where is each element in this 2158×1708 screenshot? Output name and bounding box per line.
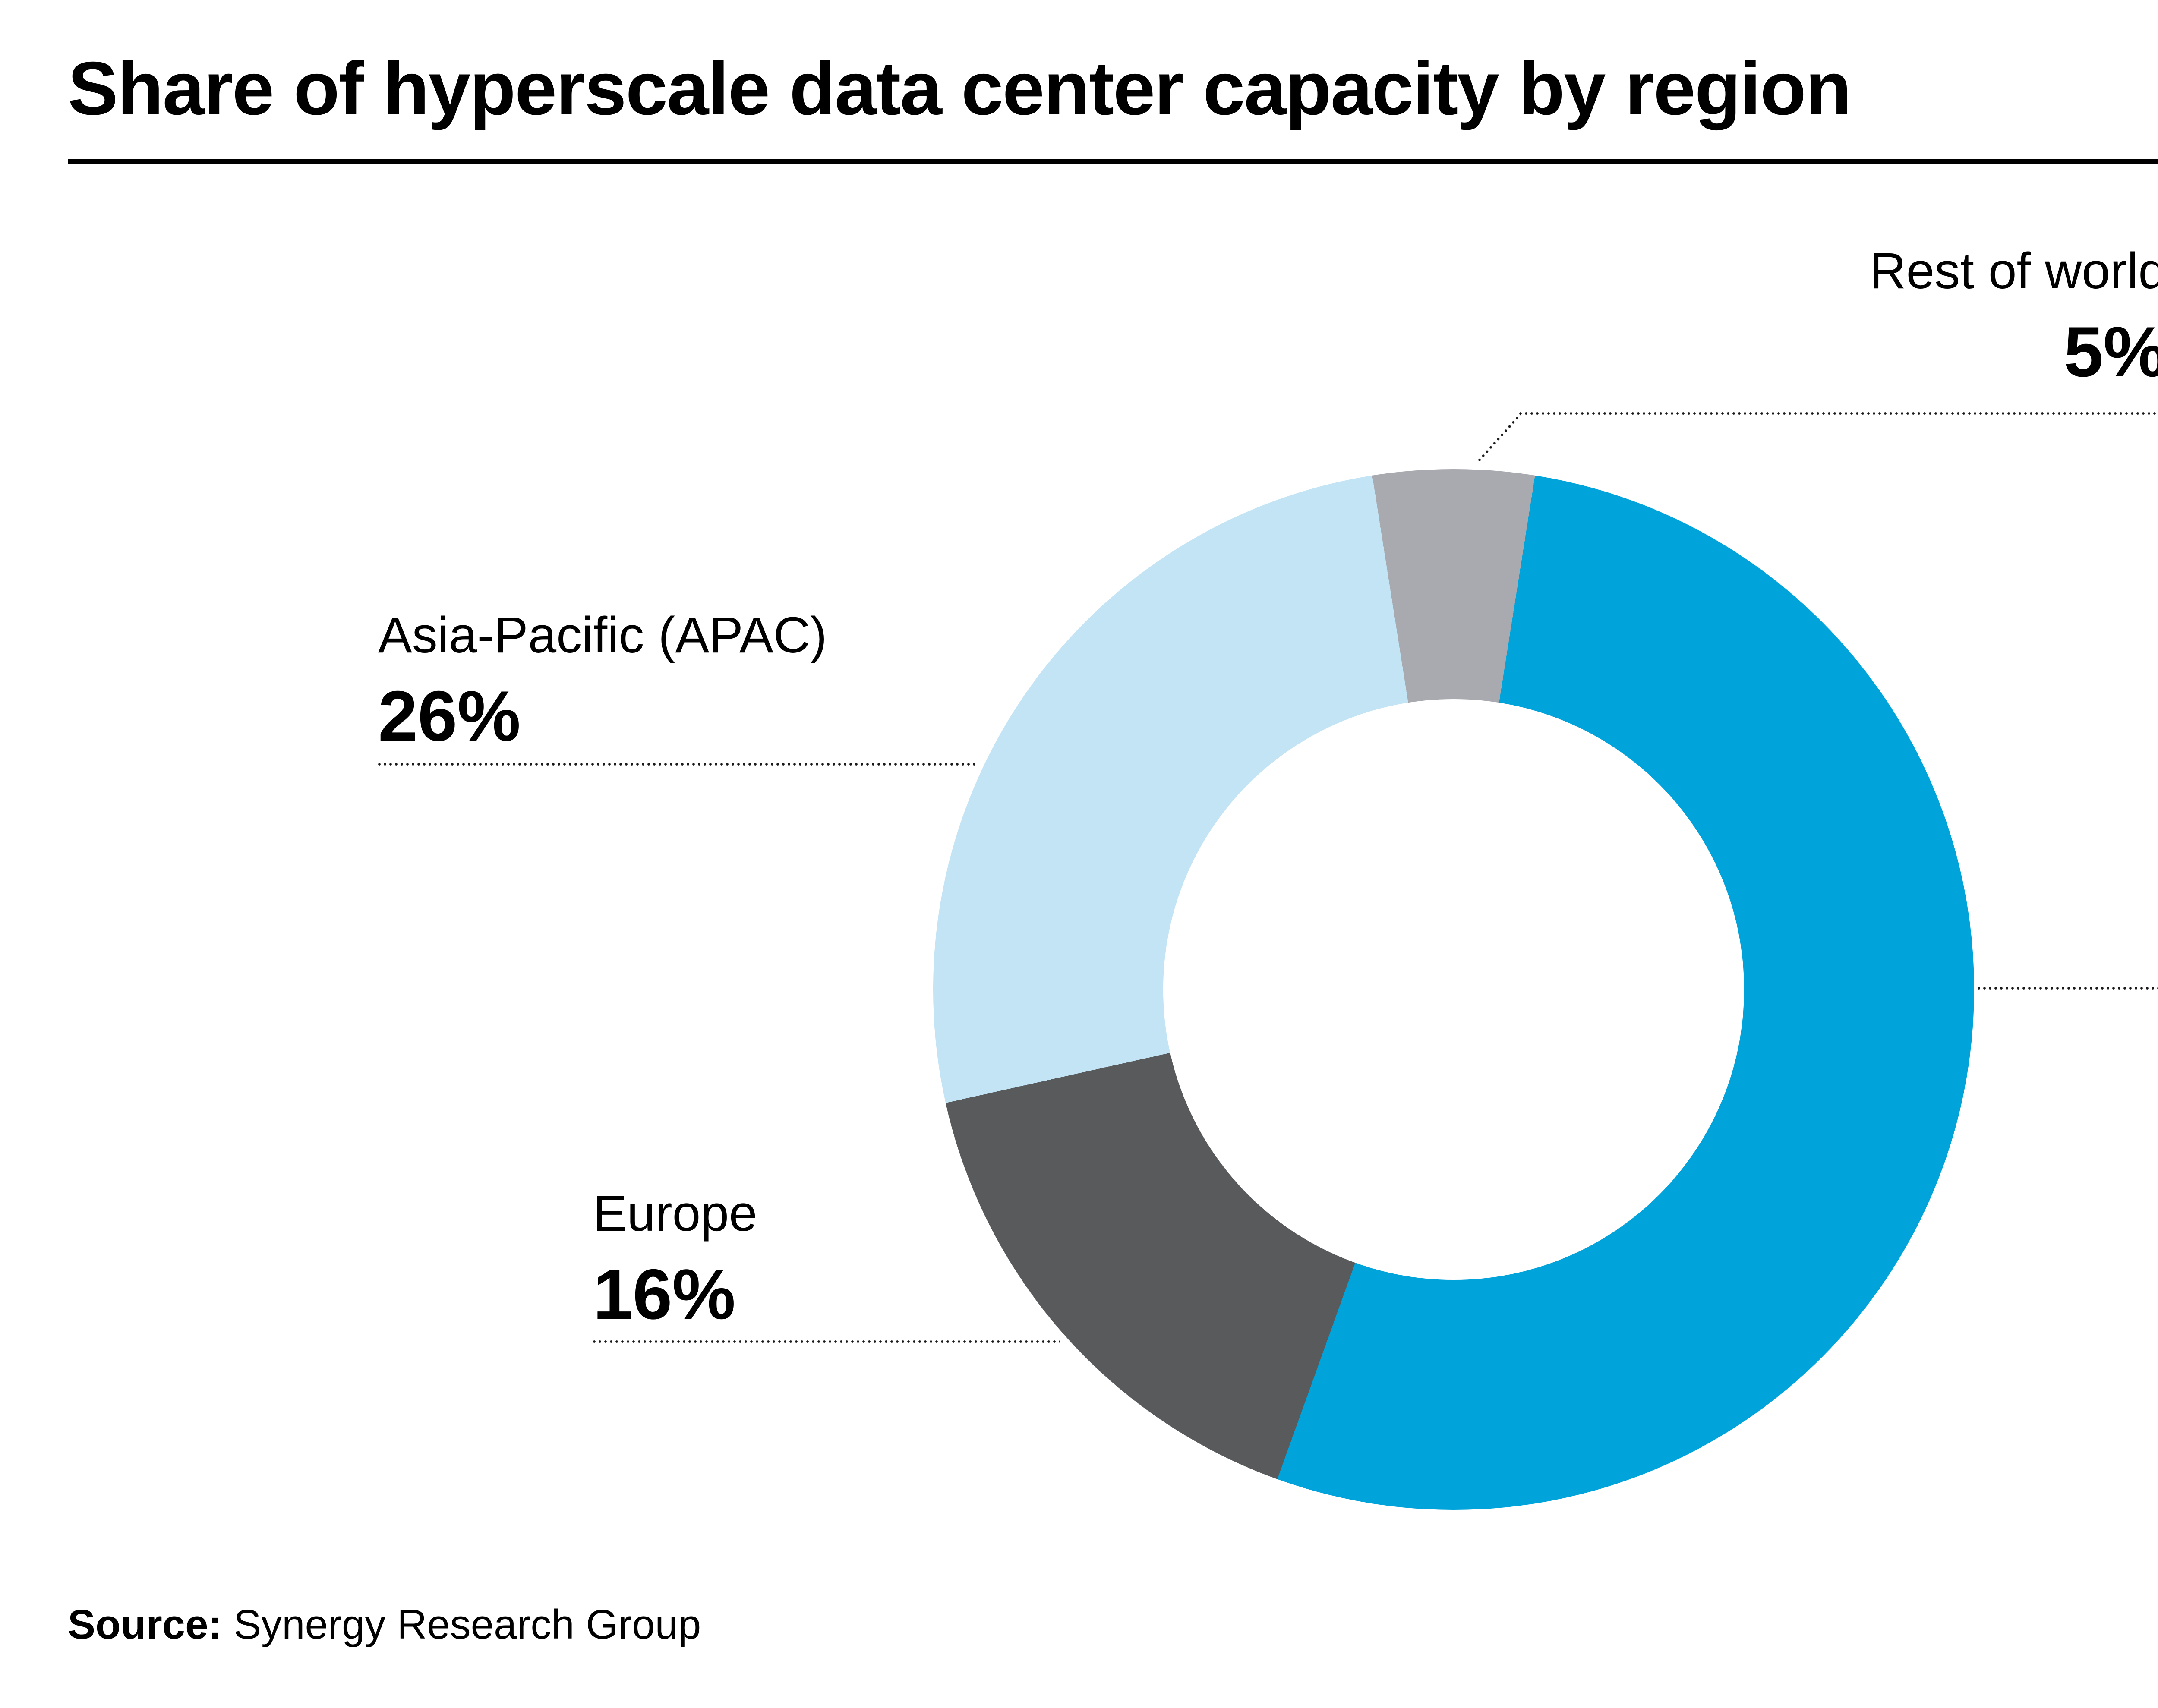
source-note: Source: Synergy Research Group	[68, 1595, 701, 1655]
leader-line-united-states	[1978, 987, 2158, 990]
title-divider	[68, 159, 2158, 164]
slice-label-rest-of-world: Rest of world	[1869, 243, 2158, 299]
slice-label-apac: Asia-Pacific (APAC)	[378, 607, 827, 664]
slice-value-apac: 26%	[378, 676, 521, 756]
slice-value-rest-of-world: 5%	[2063, 312, 2158, 391]
leader-line-rest-of-world	[1519, 412, 2158, 415]
source-text: Synergy Research Group	[222, 1601, 701, 1648]
slice-value-europe: 16%	[593, 1254, 736, 1334]
page-title: Share of hyperscale data center capacity…	[68, 47, 1852, 131]
donut-hole	[1163, 699, 1744, 1280]
slice-label-europe: Europe	[593, 1185, 757, 1242]
leader-line-europe	[593, 1340, 1060, 1343]
donut-chart	[933, 469, 1974, 1510]
leader-line-rest-of-world-diagonal	[1477, 413, 1522, 462]
source-prefix: Source:	[68, 1601, 222, 1648]
callout-apac: Asia-Pacific (APAC) 26%	[378, 601, 827, 763]
callout-rest-of-world: Rest of world 5%	[1869, 236, 2158, 398]
callout-europe: Europe 16%	[593, 1179, 757, 1341]
leader-line-apac	[378, 763, 978, 766]
